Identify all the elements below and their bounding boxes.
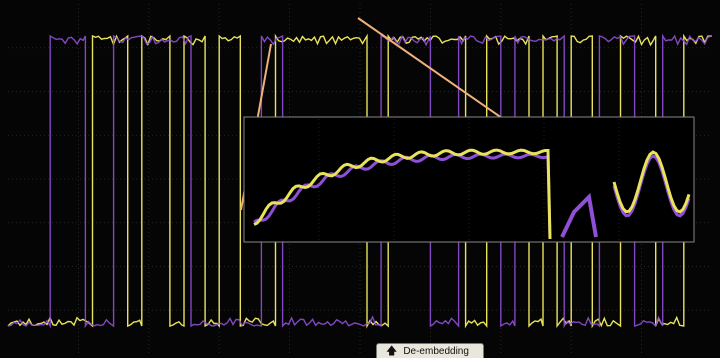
de-embedding-text: De-embedding [403,345,469,357]
inset-trace-yellow [253,148,691,240]
arrow-up-icon: 🡅 [386,344,398,357]
zoom-inset [240,17,695,243]
inset-purple-dip [560,192,598,238]
trace-purple [7,33,713,329]
de-embedding-label: 🡅 De-embedding [376,343,484,358]
